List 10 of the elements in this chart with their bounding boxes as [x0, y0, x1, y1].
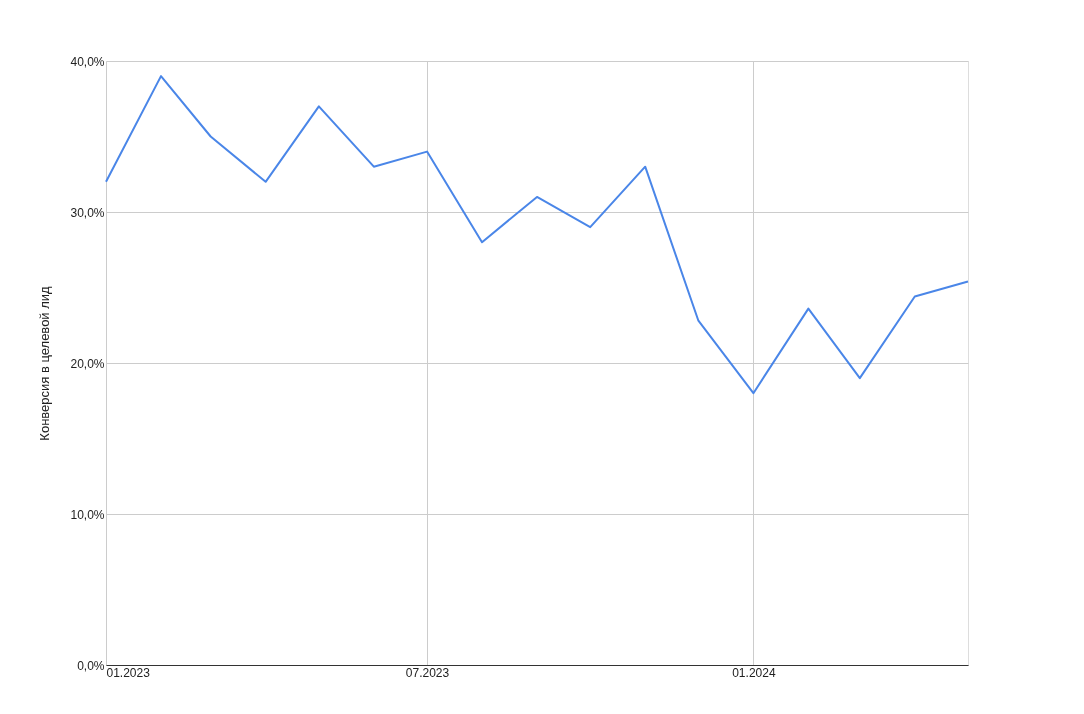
y-tick-label: 30,0% — [70, 205, 105, 220]
x-tick-label: 01.2023 — [106, 665, 151, 680]
y-tick-label: 20,0% — [70, 356, 105, 371]
y-axis-title: Конверсия в целевой лид — [37, 285, 53, 441]
y-tick-label: 0,0% — [77, 658, 105, 673]
x-tick-label: 01.2024 — [732, 665, 776, 680]
y-tick-label: 10,0% — [70, 507, 105, 522]
x-tick-label: 07.2023 — [405, 665, 450, 680]
line-series — [105, 75, 969, 395]
y-tick-label: 40,0% — [70, 54, 105, 69]
